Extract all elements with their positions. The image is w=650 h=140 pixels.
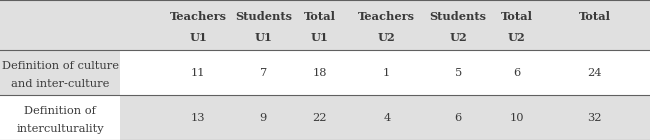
Text: Students: Students xyxy=(430,11,487,22)
Text: 9: 9 xyxy=(259,113,267,123)
FancyBboxPatch shape xyxy=(120,95,650,140)
Text: Definition of: Definition of xyxy=(24,106,96,116)
Text: Total: Total xyxy=(304,11,336,22)
Text: Students: Students xyxy=(235,11,292,22)
Text: 6: 6 xyxy=(513,68,521,78)
Text: U1: U1 xyxy=(189,32,207,43)
FancyBboxPatch shape xyxy=(0,0,650,50)
Text: Teachers: Teachers xyxy=(170,11,227,22)
Text: U2: U2 xyxy=(508,32,526,43)
Text: Total: Total xyxy=(578,11,611,22)
Text: Definition of culture: Definition of culture xyxy=(1,61,118,71)
FancyBboxPatch shape xyxy=(0,95,120,140)
Text: interculturality: interculturality xyxy=(16,124,104,134)
FancyBboxPatch shape xyxy=(0,50,120,95)
Text: U2: U2 xyxy=(449,32,467,43)
Text: U1: U1 xyxy=(311,32,329,43)
FancyBboxPatch shape xyxy=(120,50,650,95)
Text: 1: 1 xyxy=(383,68,391,78)
Text: 24: 24 xyxy=(588,68,602,78)
Text: 32: 32 xyxy=(588,113,602,123)
Text: U1: U1 xyxy=(254,32,272,43)
Text: 11: 11 xyxy=(191,68,205,78)
Text: U2: U2 xyxy=(378,32,396,43)
Text: 13: 13 xyxy=(191,113,205,123)
Text: 7: 7 xyxy=(259,68,267,78)
Text: 10: 10 xyxy=(510,113,524,123)
Text: 18: 18 xyxy=(313,68,327,78)
Text: 22: 22 xyxy=(313,113,327,123)
Text: 5: 5 xyxy=(454,68,462,78)
Text: and inter-culture: and inter-culture xyxy=(11,79,109,89)
Text: 4: 4 xyxy=(383,113,391,123)
Text: 6: 6 xyxy=(454,113,462,123)
Text: Teachers: Teachers xyxy=(358,11,415,22)
Text: Total: Total xyxy=(500,11,533,22)
